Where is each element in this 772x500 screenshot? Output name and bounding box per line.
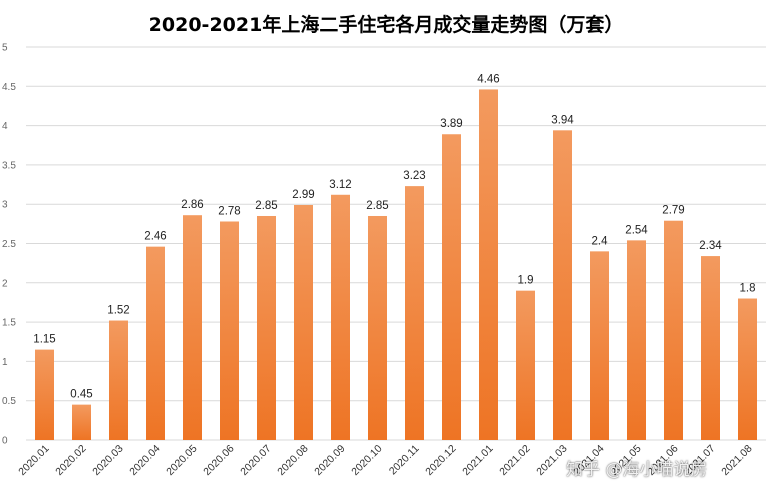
bar-2020.12 [442,134,461,440]
data-label: 1.15 [33,334,55,346]
x-tick-label: 2020.09 [312,443,347,478]
x-tick-label: 2021.08 [719,443,754,478]
y-tick-label: 0 [2,436,8,447]
bar-2021.01 [479,89,498,440]
data-label: 2.85 [255,200,277,212]
data-labels: 1.15 0.45 1.52 2.46 2.86 2.78 2.85 2.99 3.12 2.85… [33,73,755,400]
data-label: 3.23 [403,170,425,182]
data-label: 2.85 [366,200,388,212]
x-tick-label: 2020.11 [387,443,422,478]
data-label: 2.4 [592,235,609,247]
bar-2021.03 [553,130,572,441]
bars [35,89,757,441]
x-tick-label: 2020.03 [90,443,125,478]
x-tick-label: 2020.01 [16,443,51,478]
bar-2021.07 [701,256,720,440]
x-tick-label: 2021.02 [497,443,532,478]
gridlines [26,46,766,441]
bar-2020.11 [405,186,424,440]
bar-2021.06 [664,220,683,440]
data-label: 0.45 [70,389,92,401]
watermark: 知乎 @海小喵说房 [566,460,708,480]
x-tick-label: 2021.01 [460,443,495,478]
data-label: 1.8 [740,283,756,295]
bar-2021.08 [738,298,757,440]
data-label: 2.78 [218,205,240,217]
y-tick-label: 2.5 [2,239,16,250]
y-tick-label: 1.5 [2,318,16,329]
x-tick-label: 2020.04 [127,443,162,478]
data-label: 2.86 [181,199,203,211]
bar-2020.08 [294,204,313,440]
y-tick-label: 1 [2,357,8,368]
x-tick-label: 2021.03 [534,443,569,478]
x-tick-label: 2020.05 [164,443,199,478]
y-tick-label: 3 [2,200,8,211]
y-tick-label: 4.5 [2,82,16,93]
bar-2021.05 [627,240,646,440]
x-tick-label: 2020.12 [423,443,458,478]
bar-2020.07 [257,215,276,440]
chart-title: 2020-2021年上海二手住宅各月成交量走势图（万套） [148,14,624,36]
y-tick-label: 5 [2,43,8,54]
data-label: 1.9 [518,275,534,287]
x-tick-label: 2020.07 [238,443,273,478]
bar-2020.10 [368,215,387,440]
y-tick-label: 0.5 [2,396,16,407]
y-axis-ticks: 0 0.5 1 1.5 2 2.5 3 3.5 4 4.5 5 [2,43,16,447]
data-label: 2.79 [662,205,684,217]
data-label: 2.99 [292,189,314,201]
bar-2020.02 [72,404,91,440]
bar-2020.01 [35,349,54,440]
bar-2021.04 [590,251,609,440]
x-tick-label: 2020.06 [201,443,236,478]
bar-2021.02 [516,290,535,440]
data-label: 2.34 [699,240,722,252]
data-label: 2.54 [625,224,648,236]
data-label: 1.52 [107,305,129,317]
bar-2020.09 [331,194,350,440]
data-label: 4.46 [477,73,499,85]
bar-2020.03 [109,320,128,440]
data-label: 3.12 [329,179,351,191]
x-tick-label: 2020.10 [349,443,384,478]
data-label: 2.46 [144,231,166,243]
data-label: 3.89 [440,118,462,130]
y-tick-label: 4 [2,121,8,132]
bar-2020.04 [146,246,165,440]
y-tick-label: 3.5 [2,160,16,171]
y-tick-label: 2 [2,278,8,289]
bar-2020.06 [220,221,239,440]
x-tick-label: 2020.08 [275,443,310,478]
x-tick-label: 2020.02 [53,443,88,478]
bar-2020.05 [183,215,202,440]
data-label: 3.94 [551,114,574,126]
